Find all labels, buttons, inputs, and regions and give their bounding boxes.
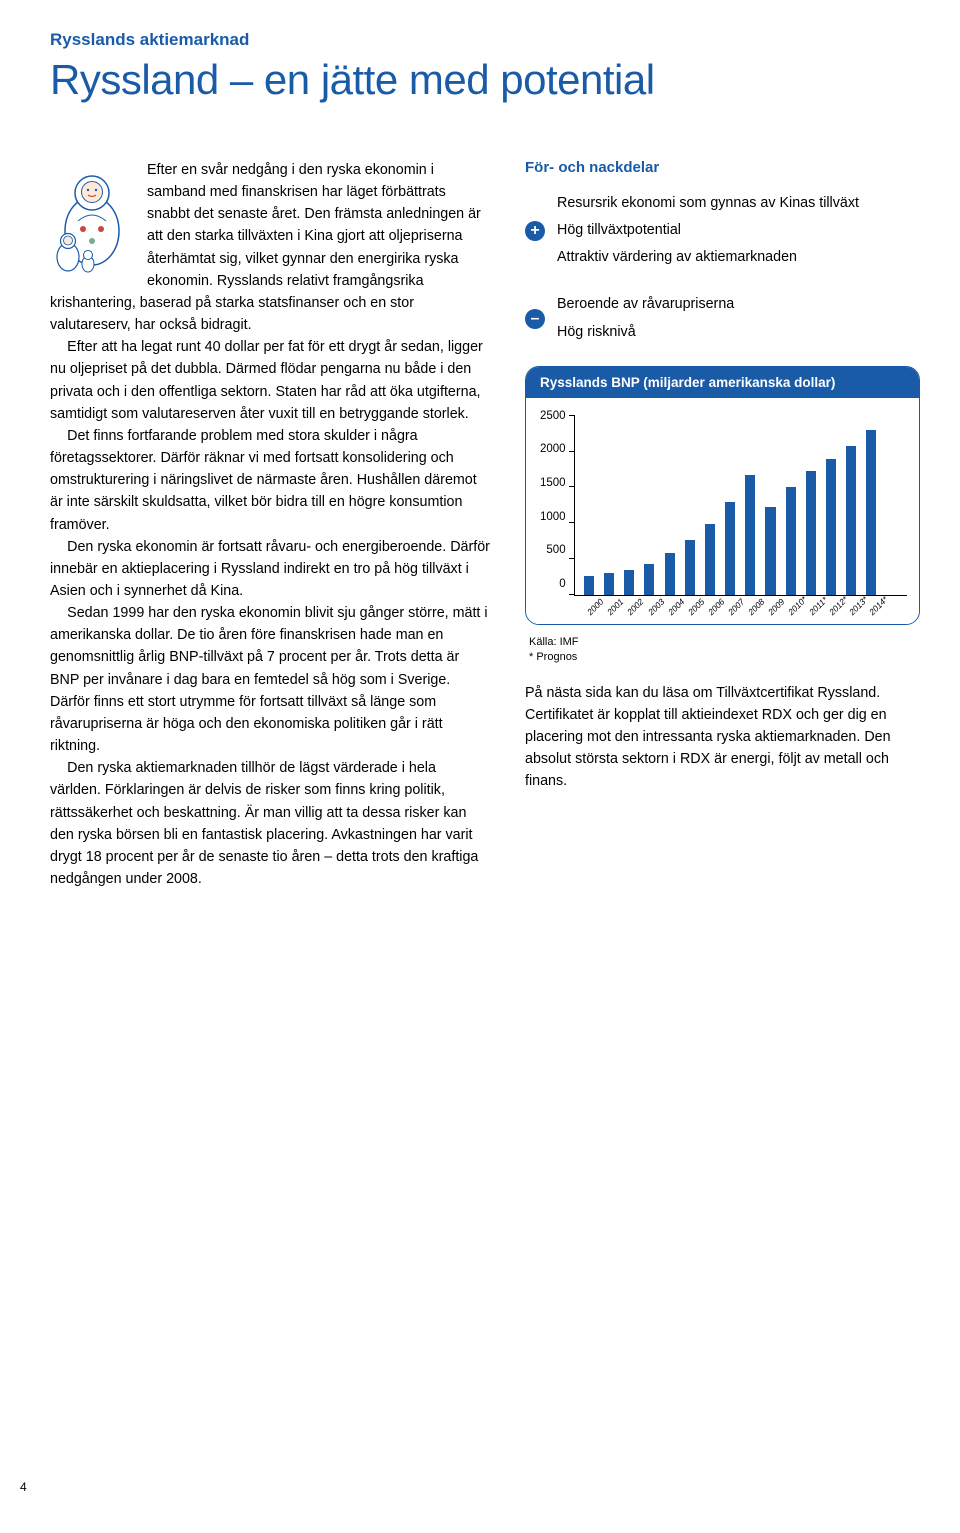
paragraph: Efter att ha legat runt 40 dollar per fa…	[50, 336, 490, 425]
bar	[604, 573, 614, 595]
plus-icon: +	[525, 221, 545, 241]
bar	[846, 446, 856, 595]
con-item: Hög risknivå	[557, 319, 920, 346]
x-tick-label: 2002	[625, 603, 639, 617]
x-tick-label: 2009	[766, 603, 780, 617]
x-tick-label: 2013*	[847, 603, 861, 617]
bar	[624, 570, 634, 595]
bar	[584, 576, 594, 595]
x-tick-label: 2004	[666, 603, 680, 617]
bar	[705, 524, 715, 595]
page-title: Ryssland – en jätte med potential	[50, 56, 920, 104]
x-tick-label: 2012*	[827, 603, 841, 617]
source-line: Källa: IMF	[529, 635, 920, 650]
pro-item: Attraktiv värdering av aktiemarknaden	[557, 244, 920, 271]
chart-title: Rysslands BNP (miljarder amerikanska dol…	[526, 367, 919, 398]
bar	[786, 487, 796, 594]
paragraph: Sedan 1999 har den ryska ekonomin blivit…	[50, 602, 490, 757]
x-tick-label: 2003	[646, 603, 660, 617]
x-axis: 2000200120022003200420052006200720082009…	[576, 596, 907, 610]
y-tick-label: 1000	[540, 511, 566, 523]
bar	[866, 430, 876, 595]
x-tick-label: 2008	[746, 603, 760, 617]
chart-source: Källa: IMF * Prognos	[529, 635, 920, 666]
y-tick-label: 1500	[540, 477, 566, 489]
source-line: * Prognos	[529, 650, 920, 665]
x-tick-label: 2011*	[807, 603, 821, 617]
pros-group: + Resursrik ekonomi som gynnas av Kinas …	[525, 190, 920, 271]
paragraph: Den ryska ekonomin är fortsatt råvaru- o…	[50, 536, 490, 602]
closing-text: På nästa sida kan du läsa om Tillväxtcer…	[525, 682, 920, 793]
bar	[765, 507, 775, 595]
y-tick-label: 2500	[540, 410, 566, 422]
body-text: Efter en svår nedgång i den ryska ekonom…	[50, 159, 490, 890]
page-number: 4	[20, 1480, 27, 1494]
proscons-heading: För- och nackdelar	[525, 159, 920, 176]
pro-item: Resursrik ekonomi som gynnas av Kinas ti…	[557, 190, 920, 217]
y-tick-label: 500	[546, 544, 565, 556]
paragraph: Det finns fortfarande problem med stora …	[50, 425, 490, 536]
bar	[745, 475, 755, 595]
y-tick-label: 2000	[540, 443, 566, 455]
x-tick-label: 2014*	[867, 603, 881, 617]
bar	[826, 459, 836, 595]
y-axis: 2500 2000 1500 1000 500 0	[540, 410, 574, 590]
pro-item: Hög tillväxtpotential	[557, 217, 920, 244]
con-item: Beroende av råvarupriserna	[557, 291, 920, 318]
x-tick-label: 2000	[585, 603, 599, 617]
bar	[685, 540, 695, 594]
bar	[665, 553, 675, 595]
x-tick-label: 2010*	[786, 603, 800, 617]
bar	[806, 471, 816, 595]
paragraph: Den ryska aktiemarknaden tillhör de lägs…	[50, 757, 490, 890]
y-tick-label: 0	[559, 578, 565, 590]
minus-icon: –	[525, 309, 545, 329]
chart-card: Rysslands BNP (miljarder amerikanska dol…	[525, 366, 920, 625]
supertitle: Rysslands aktiemarknad	[50, 30, 920, 50]
matryoshka-icon	[50, 159, 135, 274]
cons-group: – Beroende av råvarupriserna Hög riskniv…	[525, 291, 920, 345]
x-tick-label: 2007	[726, 603, 740, 617]
left-column: Efter en svår nedgång i den ryska ekonom…	[50, 159, 490, 890]
x-tick-label: 2001	[605, 603, 619, 617]
x-tick-label: 2006	[706, 603, 720, 617]
bar	[644, 564, 654, 595]
bar	[725, 502, 735, 594]
x-tick-label: 2005	[686, 603, 700, 617]
bar-plot	[574, 416, 907, 596]
two-column-layout: Efter en svår nedgång i den ryska ekonom…	[50, 159, 920, 890]
right-column: För- och nackdelar + Resursrik ekonomi s…	[525, 159, 920, 890]
